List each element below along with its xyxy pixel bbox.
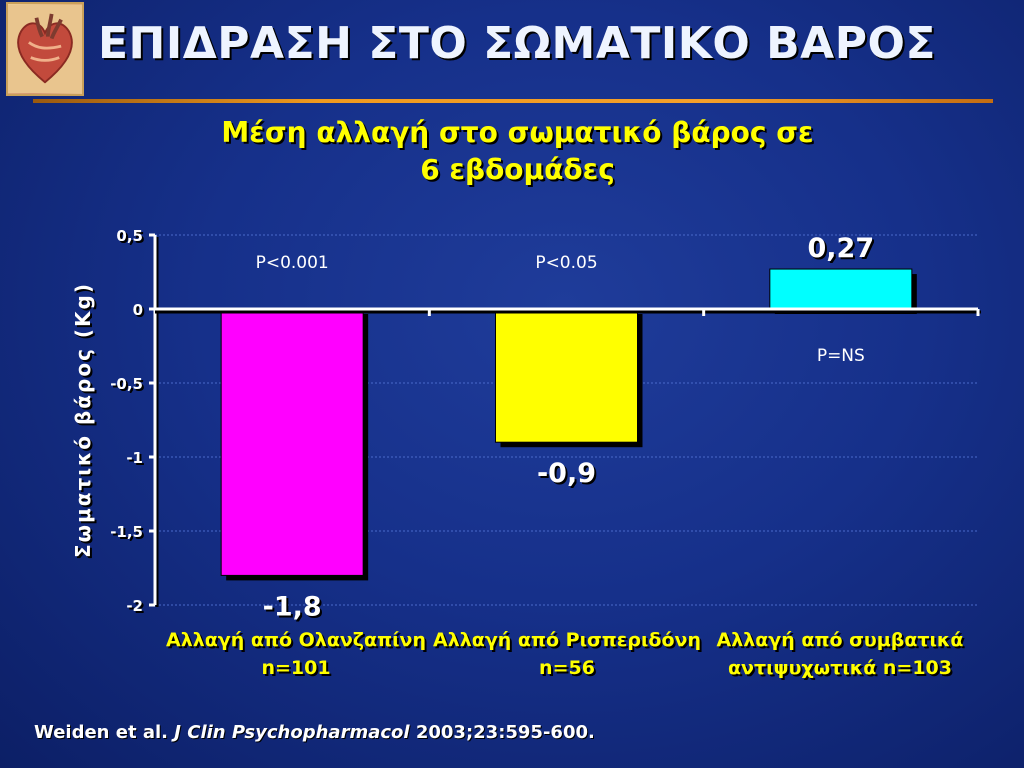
p-value-label: P<0.001 xyxy=(256,253,329,273)
p-value-label: P<0.05 xyxy=(535,253,597,273)
data-label: -0,9 xyxy=(537,458,596,489)
bar-risperidone xyxy=(495,308,638,443)
citation-authors: Weiden et al. xyxy=(34,722,168,743)
p-value-label: P=NS xyxy=(817,346,865,366)
category-label-conventional: Αλλαγή από συμβατικά αντιψυχωτικά n=103 xyxy=(695,626,985,682)
y-tick-label: 0,5 xyxy=(116,227,143,245)
y-tick-label-shadow: -1 xyxy=(128,451,145,469)
data-label-shadow: -1,8 xyxy=(265,593,324,624)
citation: Weiden et al. J Clin Psychopharmacol 200… xyxy=(34,722,595,743)
y-tick-label: -1,5 xyxy=(110,523,143,541)
y-tick-label: -2 xyxy=(126,597,143,615)
bar-olanzapine xyxy=(220,308,364,576)
category-label-risperidone: Αλλαγή από Ρισπεριδόνη n=56 xyxy=(422,626,712,682)
y-axis-label-shadow: Σωματικό βάρος (Kg) xyxy=(73,284,97,560)
y-axis-label: Σωματικό βάρος (Kg) xyxy=(71,282,95,558)
y-tick-label: -1 xyxy=(126,449,143,467)
y-tick-label-shadow: -1,5 xyxy=(112,525,145,543)
category-label-olanzapine: Αλλαγή από Ολανζαπίνη n=101 xyxy=(151,626,441,682)
data-label: -1,8 xyxy=(263,591,322,622)
data-label-shadow: -0,9 xyxy=(539,460,598,491)
citation-journal: J Clin Psychopharmacol xyxy=(174,722,410,743)
heart-logo xyxy=(6,2,84,96)
y-tick-label-shadow: -2 xyxy=(128,599,145,617)
slide-title: ΕΠΙΔΡΑΣΗ ΣΤΟ ΣΩΜΑΤΙΚΟ ΒΑΡΟΣ xyxy=(98,18,936,69)
y-tick-label-shadow: 0,5 xyxy=(118,229,145,247)
category-risperidone-line1: Αλλαγή από Ρισπεριδόνη xyxy=(433,629,701,651)
citation-ref: 2003;23:595-600. xyxy=(415,722,595,743)
bar-conventional xyxy=(769,268,913,310)
data-label: 0,27 xyxy=(808,233,875,264)
y-tick-label: 0 xyxy=(133,301,143,319)
data-label-shadow: 0,27 xyxy=(810,235,877,266)
category-conventional-line2: αντιψυχωτικά n=103 xyxy=(727,657,952,679)
y-tick-label-shadow: -0,5 xyxy=(112,377,145,395)
subtitle-line-2: 6 εβδομάδες xyxy=(420,153,615,186)
chart-subtitle: Μέση αλλαγή στο σωματικό βάρος σε 6 εβδο… xyxy=(150,114,885,188)
category-conventional-line1: Αλλαγή από συμβατικά xyxy=(716,629,964,651)
y-tick-label: -0,5 xyxy=(110,375,143,393)
subtitle-line-1: Μέση αλλαγή στο σωματικό βάρος σε xyxy=(221,116,814,149)
heart-icon xyxy=(8,4,82,94)
category-olanzapine-line2: n=101 xyxy=(261,657,331,679)
title-divider xyxy=(33,99,993,103)
y-tick-label-shadow: 0 xyxy=(135,303,145,321)
category-olanzapine-line1: Αλλαγή από Ολανζαπίνη xyxy=(166,629,426,651)
category-risperidone-line2: n=56 xyxy=(539,657,595,679)
